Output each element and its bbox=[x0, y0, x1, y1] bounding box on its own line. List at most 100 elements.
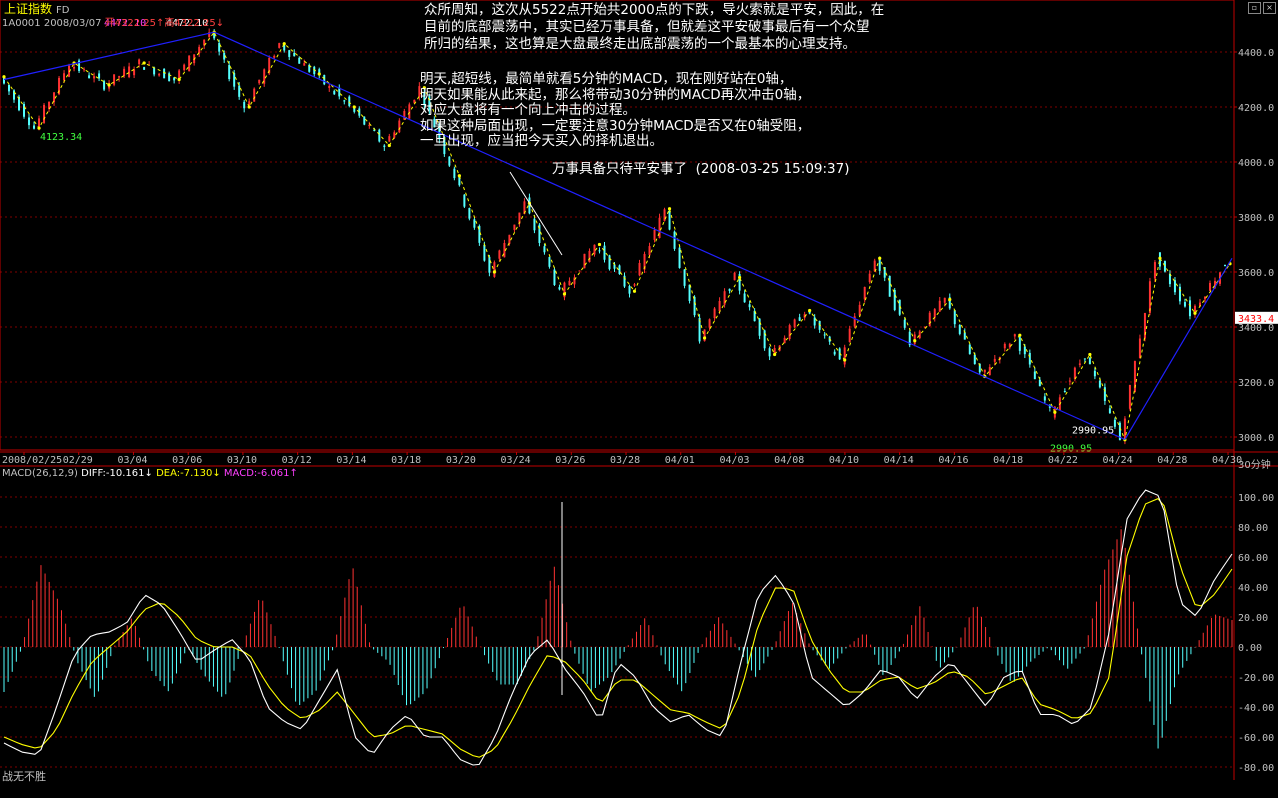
candle-body bbox=[823, 334, 826, 336]
candle-body bbox=[1123, 418, 1126, 441]
candle-body bbox=[1103, 387, 1106, 401]
current-price-label: 3433.4 bbox=[1238, 314, 1274, 325]
candle-body bbox=[243, 101, 246, 109]
x-tick-label: 03/14 bbox=[336, 455, 366, 466]
candle-body bbox=[533, 218, 536, 231]
x-tick-label: 02/29 bbox=[63, 455, 93, 466]
zigzag-pivot bbox=[1193, 311, 1197, 315]
candle-body bbox=[38, 118, 41, 130]
annotation-line: 目前的底部震荡中，其实已经万事具备，但就差这平安破事最后有一个众望 bbox=[424, 19, 870, 35]
candle-body bbox=[858, 304, 861, 316]
candle-body bbox=[143, 67, 146, 70]
macd-y-tick-label: 100.00 bbox=[1238, 493, 1274, 504]
candle-body bbox=[1128, 384, 1131, 409]
candle-body bbox=[398, 120, 401, 133]
candle-body bbox=[203, 39, 206, 46]
candle-body bbox=[428, 96, 431, 111]
annotation-line: 所归的结果，这也算是大盘最终走出底部震荡的一个最基本的心理支持。 bbox=[424, 36, 856, 52]
candle-body bbox=[588, 250, 591, 263]
candle-body bbox=[1008, 343, 1011, 348]
macd-value: MACD:-6.061↑ bbox=[223, 468, 298, 479]
candle-body bbox=[773, 348, 776, 354]
annotation-line: 明天如果能从此来起，那么将带动30分钟的MACD再次冲击0轴， bbox=[420, 86, 811, 103]
zigzag-pivot bbox=[37, 126, 41, 130]
candle-body bbox=[928, 312, 931, 326]
candle-body bbox=[458, 175, 461, 186]
zigzag-pivot bbox=[107, 83, 111, 87]
candle-body bbox=[128, 66, 131, 78]
candle-body bbox=[1178, 286, 1181, 302]
candle-body bbox=[153, 67, 156, 75]
price-point-label: 4123.34 bbox=[40, 132, 82, 143]
candle-body bbox=[648, 246, 651, 256]
candle-body bbox=[53, 92, 56, 103]
candle-body bbox=[168, 73, 171, 82]
annotation-pointer bbox=[509, 171, 563, 256]
candle-body bbox=[1033, 371, 1036, 380]
candle-body bbox=[218, 42, 221, 52]
zigzag-pivot bbox=[1018, 333, 1022, 337]
candle-body bbox=[228, 64, 231, 80]
close-icon[interactable]: × bbox=[1263, 2, 1276, 14]
candle-body bbox=[658, 217, 661, 238]
candle-body bbox=[448, 156, 451, 166]
candle-body bbox=[1148, 281, 1151, 313]
candle-body bbox=[423, 91, 426, 106]
x-tick-label: 03/24 bbox=[501, 455, 531, 466]
candle-body bbox=[518, 212, 521, 224]
candle-body bbox=[268, 57, 271, 74]
candle-body bbox=[963, 332, 966, 340]
candle-body bbox=[753, 310, 756, 322]
candle-body bbox=[233, 73, 236, 87]
quote-bar: 1A0001 2008/03/07 开4322.25↑高4322.25↓ bbox=[2, 14, 224, 29]
candle-body bbox=[813, 317, 816, 326]
annotation-paragraph-2: 明天,超短线，最简单就看5分钟的MACD，现在刚好站在0轴， 明天如果能从此来起，… bbox=[420, 71, 811, 150]
candle-body bbox=[903, 319, 906, 328]
candle-body bbox=[788, 325, 791, 340]
index-name: 上证指数 bbox=[4, 2, 53, 16]
candle-body bbox=[408, 104, 411, 119]
y-tick-label: 3000.0 bbox=[1238, 433, 1274, 444]
candle-body bbox=[573, 277, 576, 285]
candle-body bbox=[808, 311, 811, 314]
candle-body bbox=[523, 201, 526, 214]
y-tick-label: 4000.0 bbox=[1238, 158, 1274, 169]
minimize-icon[interactable]: ▫ bbox=[1248, 2, 1261, 14]
y-tick-label: 3200.0 bbox=[1238, 378, 1274, 389]
zigzag-pivot bbox=[667, 207, 672, 211]
candle-body bbox=[388, 136, 391, 142]
period-label[interactable]: 30分钟 bbox=[1238, 460, 1271, 471]
zigzag-pivot bbox=[702, 336, 707, 340]
candle-body bbox=[638, 263, 641, 276]
candle-body bbox=[303, 63, 306, 66]
candle-body bbox=[473, 219, 476, 228]
annotation-line: 如果这种局面出现，一定要注意30分钟MACD是否又在0轴受阻， bbox=[420, 117, 811, 134]
candle-body bbox=[1143, 312, 1146, 339]
candle-body bbox=[543, 246, 546, 253]
candle-body bbox=[383, 145, 386, 147]
candle-body bbox=[1153, 262, 1156, 279]
candle-body bbox=[13, 90, 16, 100]
candle-body bbox=[248, 101, 251, 106]
candle-body bbox=[393, 132, 396, 138]
zigzag-pivot bbox=[457, 174, 461, 178]
candle-body bbox=[548, 257, 551, 267]
candle-body bbox=[353, 106, 356, 112]
candle-body bbox=[833, 351, 836, 355]
candle-body bbox=[748, 304, 751, 308]
x-tick-label: 04/18 bbox=[993, 455, 1023, 466]
candle-body bbox=[623, 275, 626, 287]
candle-body bbox=[1098, 380, 1101, 388]
candle-body bbox=[758, 318, 761, 336]
candle-body bbox=[1023, 346, 1026, 355]
macd-y-tick-label: -60.00 bbox=[1238, 733, 1274, 744]
candle-body bbox=[468, 208, 471, 219]
y-tick-label: 3400.0 bbox=[1238, 323, 1274, 334]
zigzag-pivot bbox=[843, 358, 847, 362]
candle-body bbox=[433, 118, 436, 128]
macd-y-tick-label: 40.00 bbox=[1238, 583, 1268, 594]
candle-body bbox=[878, 258, 881, 271]
zigzag-pivot bbox=[878, 256, 882, 260]
candle-body bbox=[1213, 280, 1216, 288]
candle-body bbox=[723, 291, 726, 305]
